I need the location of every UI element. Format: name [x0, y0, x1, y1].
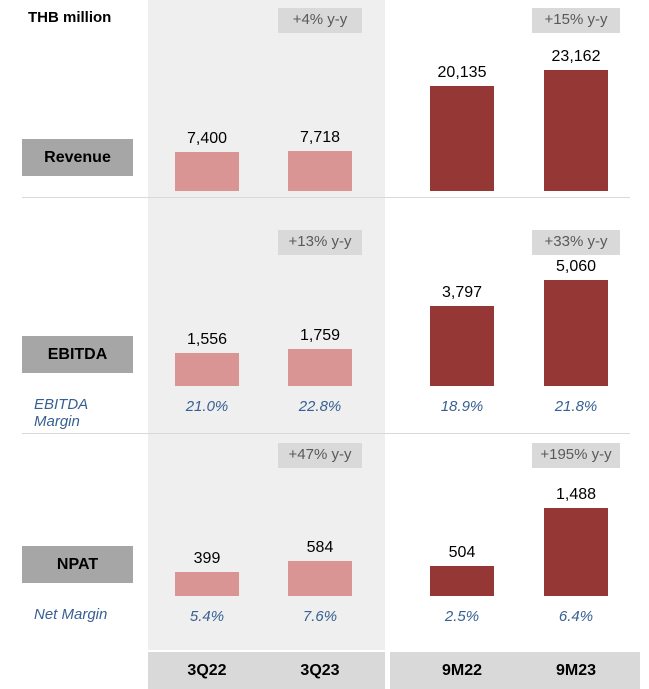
margin-value: 2.5% — [444, 608, 480, 625]
panel-divider — [22, 197, 630, 198]
bar — [544, 508, 608, 596]
value-label: 1,488 — [555, 486, 597, 503]
margin-value: 18.9% — [440, 398, 484, 415]
growth-annotation: +33% y-y — [532, 230, 620, 255]
value-label: 7,400 — [186, 130, 228, 148]
value-label: 1,556 — [186, 331, 228, 349]
bar — [544, 280, 608, 386]
bar — [288, 561, 352, 596]
margin-value: 21.8% — [554, 398, 598, 415]
margin-value: 5.4% — [189, 608, 225, 625]
value-label: 23,162 — [551, 48, 601, 65]
growth-annotation: +13% y-y — [278, 230, 362, 255]
value-label: 5,060 — [555, 258, 597, 275]
bar — [175, 152, 239, 191]
value-label: 504 — [448, 544, 476, 562]
value-label: 584 — [306, 539, 334, 557]
margin-value: 6.4% — [558, 608, 594, 625]
bar — [430, 85, 494, 191]
panel-label: EBITDA — [22, 336, 133, 373]
value-label: 7,718 — [299, 128, 341, 146]
growth-annotation: +15% y-y — [532, 8, 620, 33]
value-label: 399 — [193, 550, 221, 568]
bar — [288, 349, 352, 386]
value-label: 1,759 — [299, 327, 341, 345]
bar — [430, 306, 494, 386]
panel-label: Revenue — [22, 139, 133, 176]
growth-annotation: +47% y-y — [278, 443, 362, 468]
bar — [430, 566, 494, 596]
growth-annotation: +4% y-y — [278, 8, 362, 33]
bar — [544, 70, 608, 191]
quarter-shade — [148, 0, 385, 650]
bar — [175, 572, 239, 596]
x-tick-label: 3Q22 — [187, 662, 227, 679]
x-tick-label: 9M22 — [441, 662, 483, 679]
category-band — [390, 652, 640, 689]
growth-annotation: +195% y-y — [532, 443, 620, 468]
panel-label: NPAT — [22, 546, 133, 583]
value-label: 3,797 — [441, 284, 483, 302]
margin-label: EBITDA Margin — [34, 396, 88, 430]
bar — [175, 353, 239, 386]
margin-value: 7.6% — [302, 608, 338, 625]
margin-value: 22.8% — [298, 398, 342, 415]
panel-divider — [22, 433, 630, 434]
value-label: 20,135 — [437, 63, 487, 81]
margin-value: 21.0% — [185, 398, 229, 415]
x-tick-label: 9M23 — [555, 662, 597, 679]
bar — [288, 150, 352, 191]
x-tick-label: 3Q23 — [300, 662, 340, 679]
margin-label: Net Margin — [34, 606, 108, 623]
category-band — [148, 652, 385, 689]
chart-title: THB million — [28, 9, 112, 26]
